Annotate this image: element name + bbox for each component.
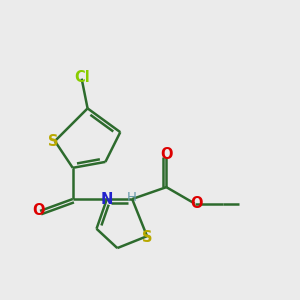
Text: N: N bbox=[101, 191, 113, 206]
Text: O: O bbox=[32, 203, 45, 218]
Text: H: H bbox=[127, 191, 137, 204]
Text: O: O bbox=[160, 147, 172, 162]
Text: O: O bbox=[190, 196, 202, 211]
Text: S: S bbox=[142, 230, 152, 245]
Text: S: S bbox=[48, 134, 59, 148]
Text: Cl: Cl bbox=[74, 70, 89, 85]
